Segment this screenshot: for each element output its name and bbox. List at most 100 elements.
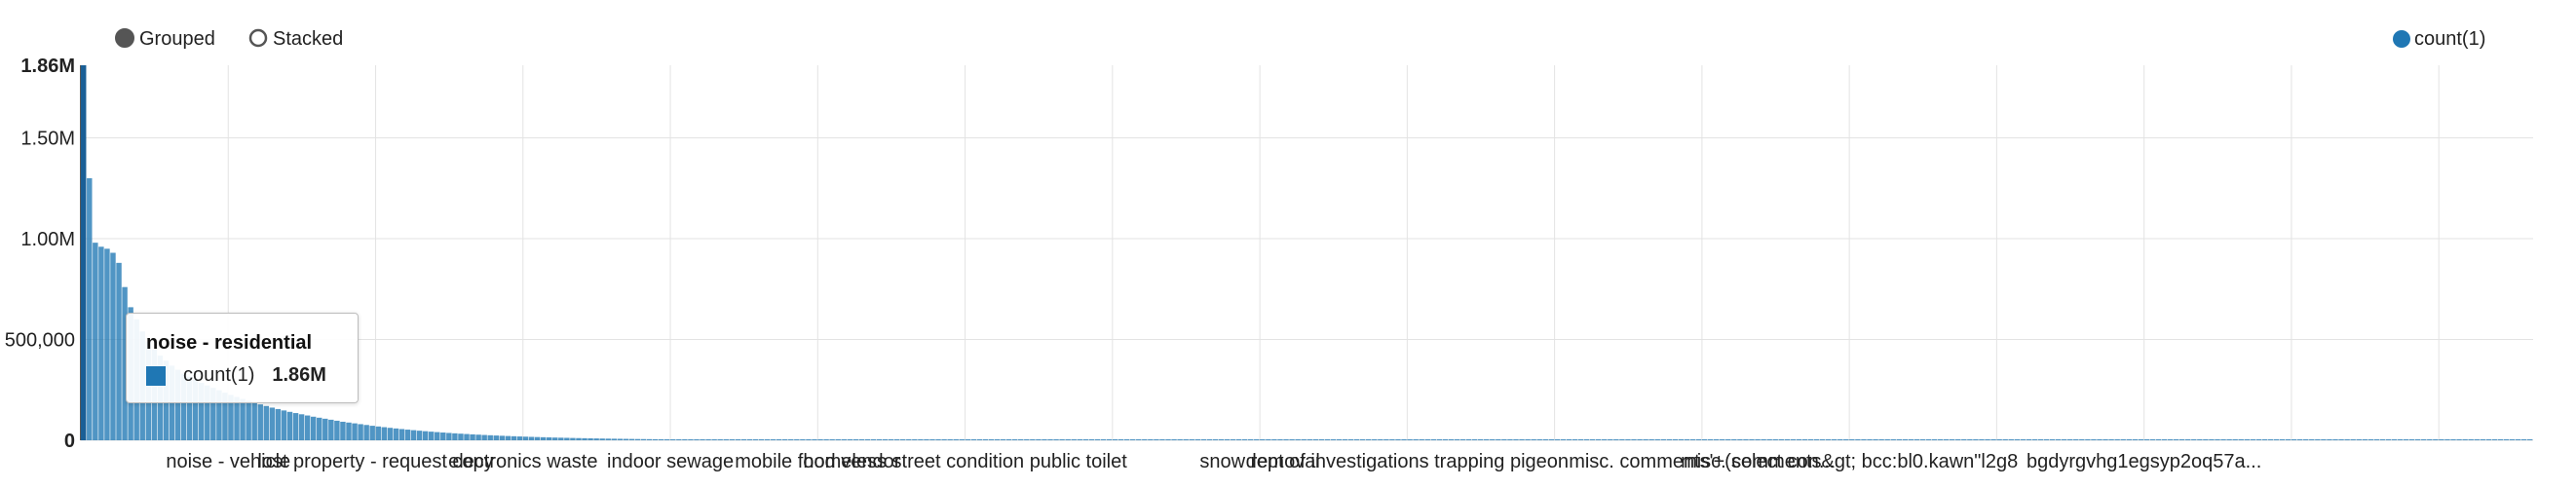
bar[interactable]	[1307, 439, 1312, 440]
bar[interactable]	[658, 438, 664, 440]
bar[interactable]	[358, 424, 363, 440]
bar[interactable]	[2238, 439, 2244, 440]
bar[interactable]	[670, 439, 676, 440]
bar[interactable]	[812, 439, 817, 440]
legend-dot[interactable]	[2393, 30, 2410, 48]
bar[interactable]	[1389, 439, 1395, 440]
bar[interactable]	[864, 439, 871, 440]
bar[interactable]	[2091, 439, 2097, 440]
bar[interactable]	[1867, 439, 1873, 440]
bar[interactable]	[1277, 439, 1283, 440]
bar[interactable]	[375, 426, 381, 440]
bar[interactable]	[711, 439, 717, 440]
bar[interactable]	[552, 437, 558, 440]
bar[interactable]	[1224, 439, 1231, 440]
bar[interactable]	[2155, 439, 2162, 440]
bar[interactable]	[458, 433, 464, 440]
bar[interactable]	[900, 439, 906, 440]
bar[interactable]	[2267, 439, 2274, 440]
bar[interactable]	[1454, 439, 1460, 440]
bar[interactable]	[1260, 439, 1266, 440]
bar[interactable]	[817, 439, 823, 440]
bar[interactable]	[1672, 439, 1679, 440]
bar[interactable]	[876, 439, 883, 440]
bar[interactable]	[493, 435, 499, 440]
bar[interactable]	[440, 433, 446, 440]
bar[interactable]	[2014, 439, 2021, 440]
bar[interactable]	[682, 439, 688, 440]
bar[interactable]	[888, 439, 894, 440]
bar[interactable]	[605, 438, 611, 440]
bar[interactable]	[393, 428, 399, 440]
bar[interactable]	[1613, 439, 1619, 440]
bar[interactable]	[1424, 439, 1430, 440]
bar[interactable]	[634, 438, 641, 440]
bar[interactable]	[1218, 439, 1225, 440]
bar[interactable]	[1177, 439, 1183, 440]
bar[interactable]	[1855, 439, 1861, 440]
bar[interactable]	[98, 246, 104, 440]
bar[interactable]	[464, 433, 470, 440]
bar[interactable]	[1967, 439, 1973, 440]
bar[interactable]	[2244, 439, 2250, 440]
bar[interactable]	[1737, 439, 1743, 440]
bar[interactable]	[2108, 439, 2114, 440]
bar[interactable]	[228, 395, 234, 440]
bar[interactable]	[1701, 439, 1708, 440]
bar[interactable]	[2338, 439, 2344, 440]
bar[interactable]	[1577, 439, 1584, 440]
bar[interactable]	[2321, 439, 2327, 440]
bar[interactable]	[2132, 439, 2139, 440]
bar[interactable]	[1011, 439, 1018, 440]
bar[interactable]	[2485, 439, 2492, 440]
bar[interactable]	[1024, 439, 1030, 440]
grouped-radio-dot[interactable]	[115, 28, 134, 48]
bar[interactable]	[1902, 439, 1909, 440]
bar[interactable]	[2350, 439, 2356, 440]
bar[interactable]	[1608, 439, 1613, 440]
bar[interactable]	[1589, 439, 1596, 440]
bar[interactable]	[2232, 439, 2238, 440]
bar[interactable]	[947, 439, 953, 440]
bar[interactable]	[2191, 439, 2197, 440]
bar[interactable]	[2220, 439, 2226, 440]
bar[interactable]	[1430, 439, 1437, 440]
bar[interactable]	[104, 248, 110, 440]
bar[interactable]	[2008, 439, 2014, 440]
bar[interactable]	[1442, 439, 1449, 440]
bar[interactable]	[2002, 439, 2008, 440]
bar[interactable]	[1743, 439, 1749, 440]
bar[interactable]	[1413, 439, 1419, 440]
bar[interactable]	[2444, 439, 2450, 440]
bar[interactable]	[1755, 439, 1761, 440]
bar[interactable]	[2491, 439, 2498, 440]
bar[interactable]	[446, 433, 452, 440]
bar[interactable]	[1501, 439, 1507, 440]
bar[interactable]	[976, 439, 983, 440]
bar[interactable]	[2215, 439, 2220, 440]
bar[interactable]	[2480, 439, 2485, 440]
bar[interactable]	[2450, 439, 2456, 440]
bar[interactable]	[1347, 439, 1354, 440]
stacked-radio[interactable]: Stacked	[248, 28, 343, 50]
bar[interactable]	[310, 416, 317, 440]
bar[interactable]	[2515, 439, 2521, 440]
bar[interactable]	[87, 177, 93, 440]
bar[interactable]	[240, 398, 246, 440]
bar[interactable]	[1471, 439, 1478, 440]
bar[interactable]	[617, 438, 624, 440]
bar[interactable]	[122, 286, 128, 440]
bar[interactable]	[1065, 439, 1071, 440]
bar[interactable]	[334, 420, 340, 440]
bar[interactable]	[2255, 439, 2262, 440]
bar[interactable]	[1831, 439, 1837, 440]
bar[interactable]	[2414, 439, 2421, 440]
bar[interactable]	[292, 413, 299, 440]
bar[interactable]	[1112, 439, 1118, 440]
bar[interactable]	[1436, 439, 1443, 440]
bar[interactable]	[1572, 439, 1578, 440]
bar[interactable]	[435, 432, 440, 440]
bar[interactable]	[1725, 439, 1731, 440]
bar[interactable]	[1212, 439, 1219, 440]
bar[interactable]	[2097, 439, 2102, 440]
